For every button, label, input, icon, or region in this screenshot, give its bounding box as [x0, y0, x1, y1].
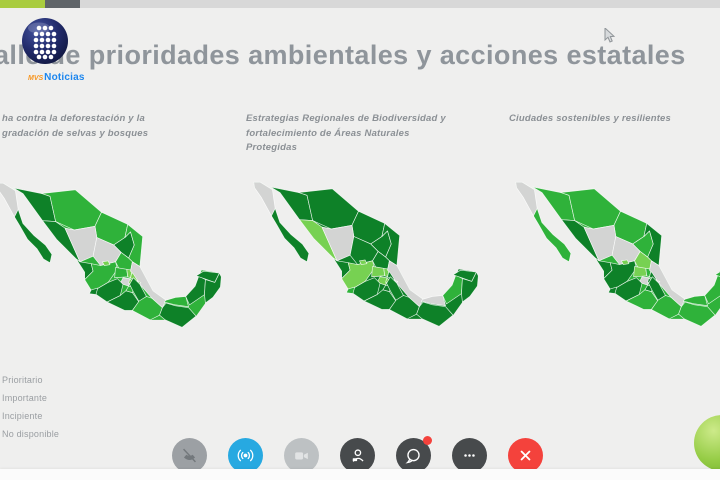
state-Chiapas [159, 302, 197, 328]
state-BajaCaliforniaSur [533, 208, 572, 263]
chat-icon [404, 446, 423, 465]
video-off-button[interactable] [284, 438, 319, 473]
state-Campeche [704, 274, 720, 305]
close-icon [516, 446, 535, 465]
mouse-cursor-icon [604, 28, 616, 43]
bottom-white-band [0, 469, 720, 480]
progress-segment-current [45, 0, 80, 8]
mvs-noticias-logo: MVSNoticias [21, 17, 84, 85]
state-Aguascalientes [359, 259, 368, 265]
panel-heading-deforestation: ha contra la deforestación y la gradació… [2, 113, 149, 139]
progress-segment-done [0, 0, 45, 8]
chat-button[interactable] [396, 436, 432, 473]
legend-item-prioritario: Prioritario [2, 375, 43, 385]
state-Guerrero [625, 289, 659, 310]
person-icon [348, 446, 367, 465]
state-Guanajuato [371, 266, 386, 278]
state-Colima [89, 287, 99, 295]
page-title: alle de prioridades ambientales y accion… [0, 40, 686, 70]
legend-item-incipiente: Incipiente [2, 411, 43, 421]
video-icon [292, 446, 311, 465]
audio-active-button[interactable] [228, 438, 263, 473]
state-BajaCaliforniaSur [14, 209, 53, 264]
call-controls-toolbar [172, 436, 543, 473]
mexico-map-biodiversity [249, 169, 483, 333]
state-Yucatan [714, 271, 720, 277]
phone-muted-button[interactable] [172, 438, 207, 473]
state-Guanajuato [633, 266, 648, 278]
state-Guerrero [106, 290, 140, 311]
logo-label-text: Noticias [44, 72, 85, 83]
mexico-map-sustainable-cities [511, 169, 720, 333]
legend: Prioritario Importante Incipiente No dis… [2, 375, 59, 447]
state-QuintanaRoo [204, 272, 222, 304]
state-Guanajuato [114, 267, 129, 279]
state-QuintanaRoo [461, 271, 479, 303]
ellipsis-icon [460, 446, 479, 465]
state-Colima [608, 286, 618, 294]
legend-item-importante: Importante [2, 393, 48, 403]
panel-heading-biodiversity: Estrategias Regionales de Biodiversidad … [246, 113, 446, 154]
logo-brand-text: MVS [28, 75, 44, 82]
video-progress-bar[interactable] [0, 0, 720, 8]
logo-sphere-icon [22, 18, 68, 64]
state-Aguascalientes [621, 259, 630, 265]
progress-segment-remaining [80, 0, 720, 8]
broadcast-icon [236, 446, 255, 465]
legend-item-no-disponible: No disponible [2, 429, 60, 439]
state-Colima [346, 286, 356, 294]
green-ball-decoration [694, 415, 720, 471]
state-Chiapas [416, 301, 454, 327]
state-BajaCaliforniaSur [271, 208, 310, 263]
mexico-map-deforestation [0, 170, 226, 334]
phone-off-icon [180, 446, 199, 465]
notification-badge [423, 436, 432, 445]
state-Aguascalientes [102, 260, 111, 266]
end-call-button[interactable] [508, 438, 543, 473]
state-Guerrero [363, 289, 397, 310]
participants-button[interactable] [340, 438, 375, 473]
more-options-button[interactable] [452, 438, 487, 473]
state-Chiapas [678, 301, 716, 327]
panel-heading-sustainable-cities: Ciudades sostenibles y resilientes [509, 113, 672, 124]
